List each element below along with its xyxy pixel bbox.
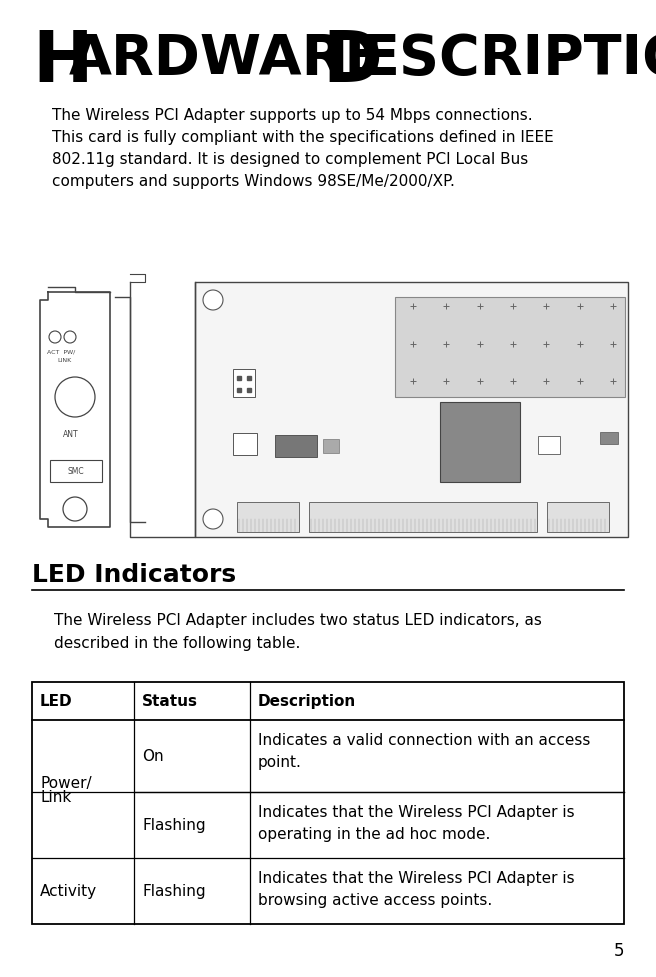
Text: 802.11g standard. It is designed to complement PCI Local Bus: 802.11g standard. It is designed to comp… [52, 151, 528, 167]
Bar [600, 433, 618, 445]
Circle shape [203, 509, 223, 530]
Text: point.: point. [258, 754, 302, 769]
Bar [50, 460, 102, 483]
Text: ACT  PW/: ACT PW/ [47, 350, 75, 355]
Text: Link: Link [40, 789, 72, 805]
Text: Indicates that the Wireless PCI Adapter is: Indicates that the Wireless PCI Adapter … [258, 804, 575, 819]
Circle shape [55, 378, 95, 417]
Text: This card is fully compliant with the specifications defined in IEEE: This card is fully compliant with the sp… [52, 130, 554, 145]
Text: Indicates that the Wireless PCI Adapter is: Indicates that the Wireless PCI Adapter … [258, 871, 575, 885]
Text: The Wireless PCI Adapter supports up to 54 Mbps connections.: The Wireless PCI Adapter supports up to … [52, 107, 533, 123]
Text: ANT: ANT [63, 430, 79, 439]
Bar [233, 434, 257, 456]
Text: Flashing: Flashing [142, 818, 205, 832]
Text: D: D [322, 28, 382, 97]
Text: Flashing: Flashing [142, 883, 205, 899]
Text: LED: LED [40, 694, 73, 708]
Text: Description: Description [258, 694, 356, 708]
Circle shape [64, 331, 76, 344]
Bar [547, 502, 609, 532]
Text: browsing active access points.: browsing active access points. [258, 892, 492, 907]
Circle shape [63, 497, 87, 522]
Text: The Wireless PCI Adapter includes two status LED indicators, as: The Wireless PCI Adapter includes two st… [54, 613, 542, 627]
Bar [323, 440, 339, 453]
Bar [237, 502, 299, 532]
Bar [32, 682, 624, 924]
Text: Activity: Activity [40, 883, 97, 899]
Text: On: On [142, 748, 163, 764]
Text: Status: Status [142, 694, 198, 708]
Bar [233, 369, 255, 398]
Text: Power/: Power/ [40, 776, 92, 790]
Circle shape [203, 291, 223, 311]
Text: ESCRIPTION: ESCRIPTION [362, 32, 656, 86]
Bar [309, 502, 537, 532]
Text: computers and supports Windows 98SE/Me/2000/XP.: computers and supports Windows 98SE/Me/2… [52, 174, 455, 189]
Text: operating in the ad hoc mode.: operating in the ad hoc mode. [258, 827, 491, 841]
Bar [440, 403, 520, 483]
Bar [275, 436, 317, 457]
Bar [195, 282, 628, 537]
Bar [395, 298, 625, 398]
Circle shape [49, 331, 61, 344]
Text: H: H [32, 28, 92, 97]
Text: SMC: SMC [68, 467, 85, 476]
Text: ARDWARE: ARDWARE [69, 32, 383, 86]
Text: LED Indicators: LED Indicators [32, 563, 236, 586]
Text: Indicates a valid connection with an access: Indicates a valid connection with an acc… [258, 732, 590, 747]
Bar [538, 437, 560, 454]
Text: described in the following table.: described in the following table. [54, 635, 300, 651]
Text: 5: 5 [613, 941, 624, 959]
Text: LINK: LINK [57, 358, 72, 362]
